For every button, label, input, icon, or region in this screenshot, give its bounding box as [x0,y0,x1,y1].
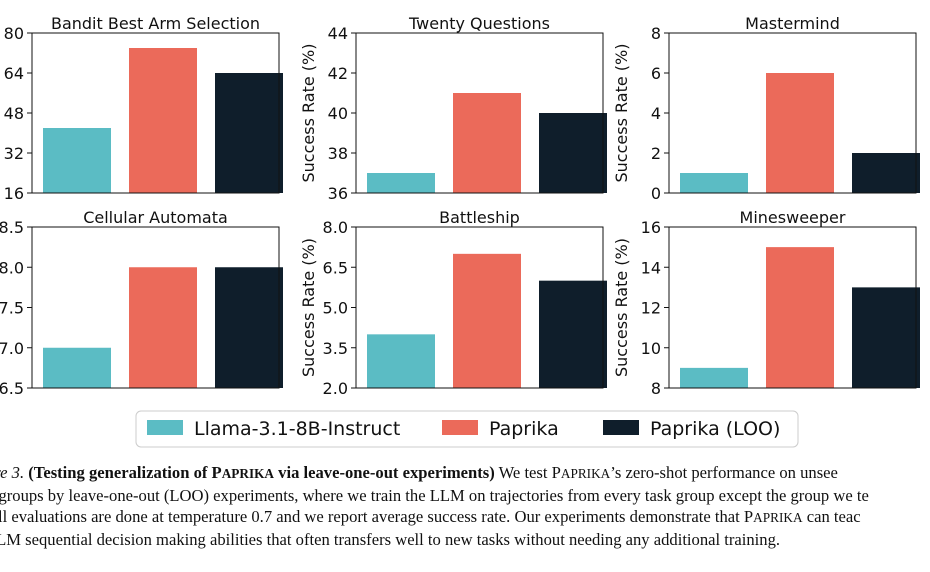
caption-text: All evaluations are done at temperature … [0,507,754,526]
caption-title-part: via leave-one-out experiments) [274,463,495,482]
bar-cellular-automata-paprika-loo [215,267,283,388]
y-tick-label: 16 [4,184,24,203]
subplot-minesweeper: 8 10 12 14 16 Minesweeper Success Rate (%) [612,208,920,398]
bar-bandit-best-arm-selection-llama [43,128,111,193]
subplot-title: Battleship [439,208,520,227]
subplot-title: Twenty Questions [408,14,550,33]
caption-text: We test P [494,463,561,482]
bar-cellular-automata-paprika [129,267,197,388]
y-tick-label: 42 [328,64,348,83]
bar-battleship-paprika [453,253,521,388]
legend-label-llama: Llama-3.1-8B-Instruct [194,418,400,440]
caption-line-2: k groups by leave-one-out (LOO) experime… [0,485,869,505]
bar-twenty-questions-paprika-loo [539,113,607,193]
subplot-title: Minesweeper [740,208,846,227]
caption-line-1: ure 3. (Testing generalization of PAPRIK… [0,462,930,485]
bar-minesweeper-paprika-loo [852,287,920,388]
y-tick-label: 44 [328,24,348,43]
bar-bandit-best-arm-selection-paprika-loo [215,73,283,193]
subplot-battleship: 2.0 3.5 5.0 6.5 8.0 Battleship Success Rate (%… [299,208,607,398]
y-tick-label: 14 [641,258,661,277]
y-tick-label: 7.0 [0,339,24,358]
legend-label-paprika: Paprika [489,418,559,440]
y-tick-label: 8.0 [0,258,24,277]
y-tick-label: 8.0 [323,218,348,237]
subplot-title: Mastermind [745,14,840,33]
bar-bandit-best-arm-selection-paprika [129,48,197,193]
y-tick-label: 38 [328,144,348,163]
bar-battleship-paprika-loo [539,280,607,388]
bar-mastermind-paprika [766,73,834,193]
bar-twenty-questions-llama [367,173,435,193]
y-axis-label: Success Rate (%) [612,238,631,377]
bar-mastermind-llama [680,173,748,193]
caption-title-part: (Testing generalization of P [28,463,222,482]
caption-figure-label: ure 3. [0,463,25,482]
y-tick-label: 16 [641,218,661,237]
y-tick-label: 36 [328,184,348,203]
y-axis-label: Success Rate (%) [299,238,318,377]
legend-swatch-paprika [442,420,478,435]
subplot-twenty-questions: 36 38 40 42 44 Twenty Questions Success Rate (… [299,14,607,203]
y-tick-label: 4 [651,104,661,123]
y-tick-label: 80 [4,24,24,43]
caption-smallcaps: APRIKA [560,466,611,481]
y-tick-label: 0 [651,184,661,203]
y-axis-label: Success Rate (%) [299,44,318,183]
subplot-title: Bandit Best Arm Selection [51,14,260,33]
caption-title: (Testing generalization of PAPRIKA via l… [28,463,494,482]
caption-title-smallcaps: APRIKA [221,466,275,481]
y-tick-label: 5.0 [323,299,348,318]
bar-minesweeper-paprika [766,247,834,388]
bar-minesweeper-llama [680,367,748,388]
legend-swatch-llama [147,420,183,435]
y-tick-label: 7.5 [0,299,24,318]
y-tick-label: 10 [641,339,661,358]
legend: Llama-3.1-8B-Instruct Paprika Paprika (L… [135,410,799,448]
y-tick-label: 8 [651,379,661,398]
figure-caption: ure 3. (Testing generalization of PAPRIK… [0,462,930,550]
subplot-cellular-automata: 6.5 7.0 7.5 8.0 8.5 Cellular Automata [0,208,283,398]
y-tick-label: 12 [641,299,661,318]
y-tick-label: 6 [651,64,661,83]
y-tick-label: 8 [651,24,661,43]
y-tick-label: 2.0 [323,379,348,398]
y-tick-label: 2 [651,144,661,163]
y-tick-label: 40 [328,104,348,123]
legend-label-paprika-loo: Paprika (LOO) [650,418,780,440]
y-tick-label: 64 [4,64,24,83]
y-tick-label: 48 [4,104,24,123]
bar-twenty-questions-paprika [453,93,521,193]
subplot-title: Cellular Automata [83,208,228,227]
caption-line-3: All evaluations are done at temperature … [0,506,930,529]
y-tick-label: 3.5 [323,339,348,358]
caption-text: ’s zero-shot performance on unsee [610,463,838,482]
y-axis-label: Success Rate (%) [612,44,631,183]
bar-mastermind-paprika-loo [852,153,920,193]
bar-cellular-automata-llama [43,347,111,388]
caption-smallcaps: APRIKA [753,510,803,525]
bar-battleship-llama [367,334,435,388]
y-tick-label: 6.5 [323,258,348,277]
y-tick-label: 8.5 [0,218,24,237]
y-tick-label: 32 [4,144,24,163]
caption-text: can teac [802,507,861,526]
y-tick-label: 6.5 [0,379,24,398]
caption-line-4: LLM sequential decision making abilities… [0,529,781,549]
subplot-mastermind: 0 2 4 6 8 Mastermind Success Rate (%) [612,14,920,203]
legend-swatch-paprika-loo [603,420,639,435]
